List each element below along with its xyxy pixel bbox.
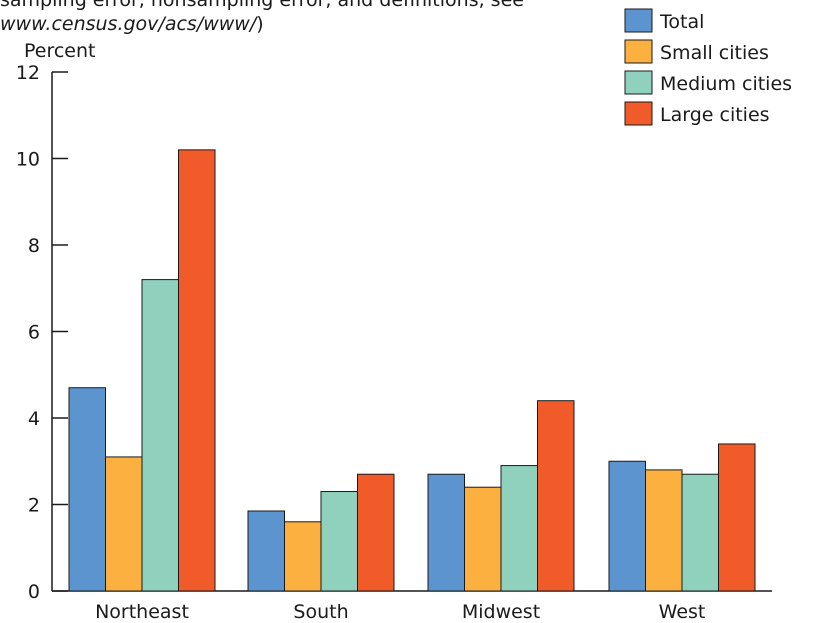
bar-west-large-cities: [718, 443, 756, 592]
legend-entry-label: Total: [659, 11, 704, 33]
bar-west-medium-cities: [681, 473, 719, 592]
bar-northeast-large-cities: [178, 149, 216, 592]
legend-swatch: [624, 8, 653, 33]
x-category-label: Midwest: [462, 601, 540, 623]
legend-entry-label: Small cities: [660, 42, 769, 64]
y-tick-label: 2: [28, 495, 40, 517]
x-category-label: South: [293, 601, 348, 623]
bar-south-medium-cities: [320, 491, 358, 592]
y-tick-label: 10: [16, 149, 40, 171]
y-tick-label: 4: [28, 408, 40, 430]
note-line-2: www.census.gov/acs/www/): [0, 12, 524, 36]
chart-note: sampling error, nonsampling error, and d…: [0, 0, 524, 36]
x-category-label: Northeast: [95, 601, 189, 623]
bar-west-total: [608, 460, 646, 592]
bar-midwest-small-cities: [464, 486, 502, 592]
y-tick-label: 8: [28, 235, 40, 257]
y-tick-label: 6: [28, 322, 40, 344]
x-category-label: West: [659, 601, 706, 623]
bar-midwest-large-cities: [537, 400, 575, 592]
bar-south-small-cities: [284, 521, 322, 592]
bar-midwest-medium-cities: [500, 465, 538, 592]
chart-bars: [68, 149, 756, 592]
legend-swatch: [624, 101, 653, 126]
bar-midwest-total: [427, 473, 465, 592]
y-axis-label: Percent: [24, 40, 96, 62]
bar-northeast-medium-cities: [141, 279, 179, 592]
legend-swatch: [624, 70, 653, 95]
note-paren: ): [256, 13, 264, 35]
note-url: www.census.gov/acs/www/: [0, 13, 257, 35]
legend-swatch: [624, 39, 653, 64]
legend-entry-label: Medium cities: [660, 73, 792, 95]
note-line-1: sampling error, nonsampling error, and d…: [0, 0, 524, 11]
bar-west-small-cities: [645, 469, 683, 592]
bar-south-total: [247, 510, 285, 592]
bar-northeast-total: [68, 387, 106, 592]
chart-legend: Total Small cities Medium cities Large citi…: [624, 8, 792, 126]
legend-entry-label: Large cities: [660, 104, 770, 126]
bar-northeast-small-cities: [105, 456, 143, 592]
y-tick-label: 12: [16, 62, 40, 84]
bar-south-large-cities: [357, 473, 395, 592]
y-tick-label: 0: [28, 581, 40, 603]
